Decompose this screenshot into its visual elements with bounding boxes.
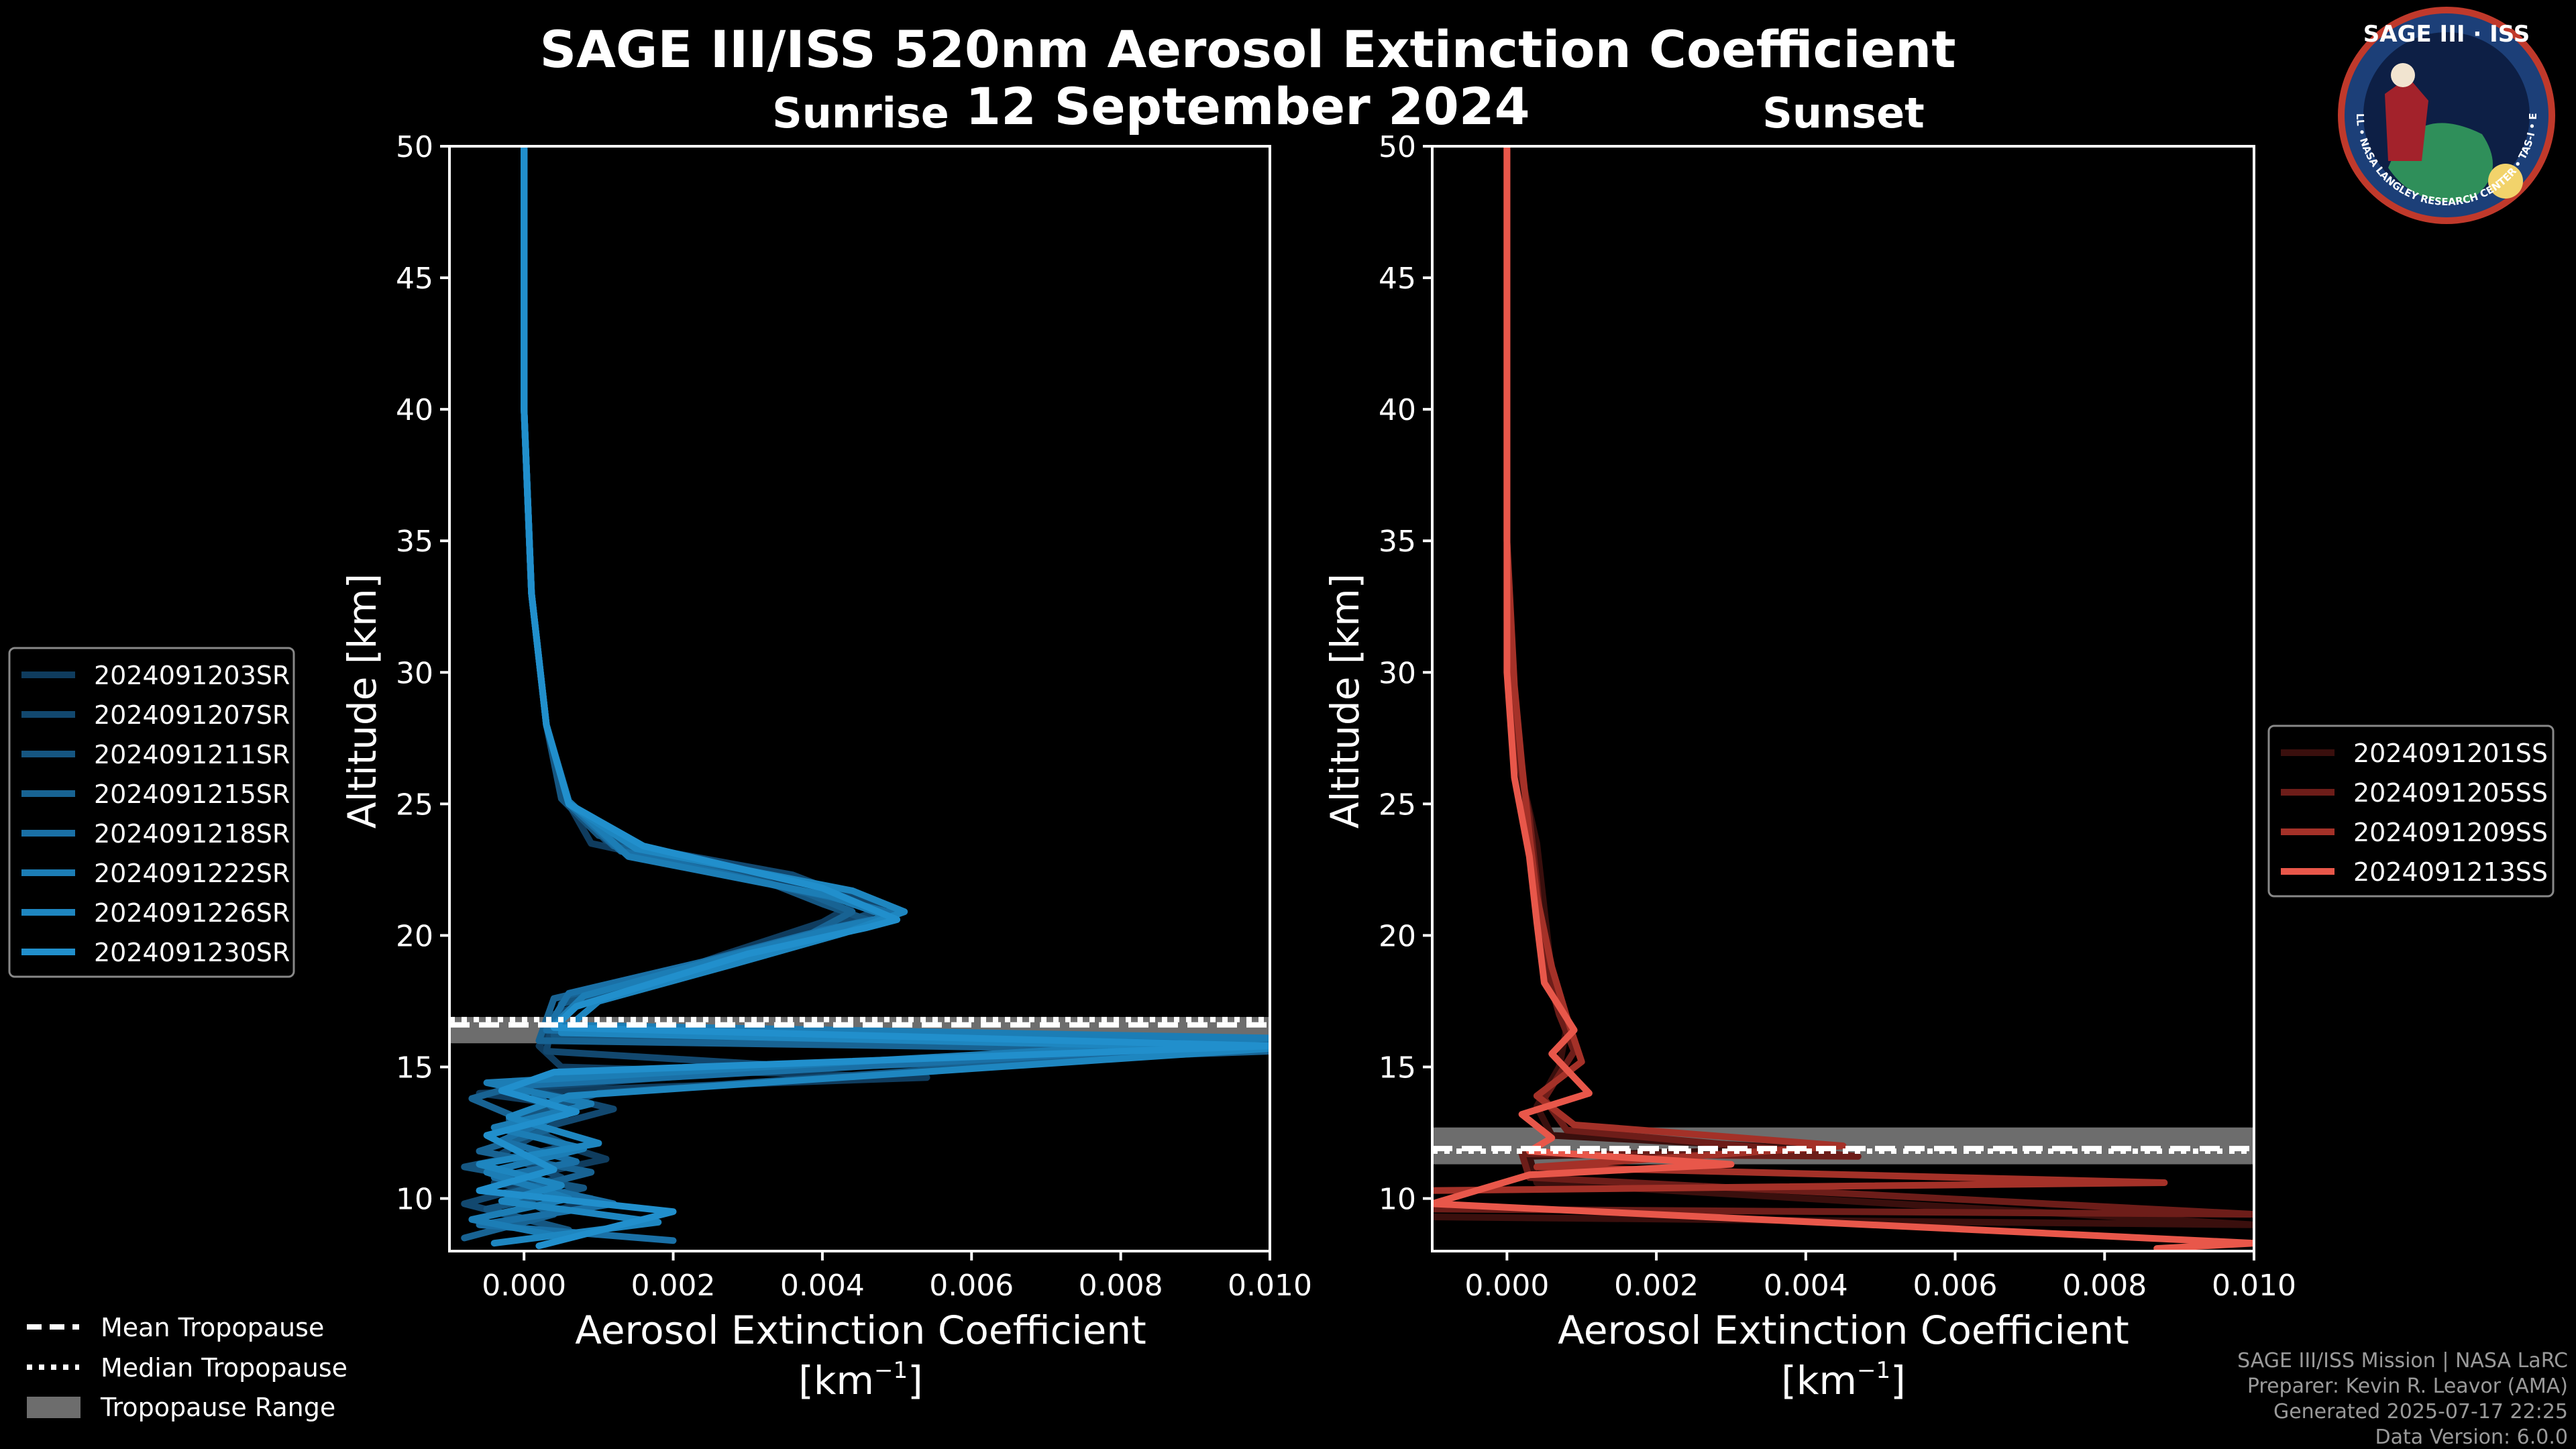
sunrise-xtick-label: 0.004 [780,1269,865,1303]
sunrise-xtick-label: 0.008 [1079,1269,1163,1303]
sunset-xtick-label: 0.006 [1913,1269,1998,1303]
logo-figure-icon [2385,77,2428,161]
figure-date: 12 September 2024 [965,76,1529,136]
sunset-ytick-label: 10 [1379,1183,1416,1217]
logo-sun-icon [2488,164,2523,199]
sunset-ytick-label: 30 [1379,656,1416,690]
legend-median-tropopause: Median Tropopause [101,1353,347,1383]
sunrise-xunit: [km−1] [798,1357,922,1403]
sunset-xlabel: Aerosol Extinction Coefficient [1558,1307,2129,1353]
sunrise-ytick-label: 10 [396,1183,433,1217]
sunset-xtick-label: 0.010 [2212,1269,2296,1303]
credit-generated: Generated 2025-07-17 22:25 [2273,1400,2568,1424]
sunset-xtick-label: 0.000 [1464,1269,1549,1303]
sunset-ylabel: Altitude [km] [1322,574,1368,828]
sunset-series-legend: 2024091201SS 2024091205SS 2024091209SS 2024… [2267,724,2555,898]
sunrise-ytick-label: 40 [396,393,433,427]
sunset-ytick-label: 25 [1379,788,1416,822]
sunrise-ytick-label: 35 [396,525,433,559]
sunrise-xtick-label: 0.002 [631,1269,716,1303]
sunset-ytick-label: 45 [1379,262,1416,296]
sunrise-ytick-label: 45 [396,262,433,296]
sunrise-ytick-label: 20 [396,919,433,953]
sunrise-legend-frame [8,647,295,978]
sunrise-ytick-label: 30 [396,656,433,690]
sunrise-xtick-label: 0.010 [1228,1269,1312,1303]
sunrise-legend-label: 2024091203SR [94,661,290,690]
sunrise-profile-2024091230SR [476,146,1270,1250]
sunrise-xlabel: Aerosol Extinction Coefficient [575,1307,1146,1353]
tropopause-legend: Mean Tropopause Median Tropopause Tropop… [27,1313,347,1422]
sunrise-title: Sunrise [772,89,949,138]
credit-preparer: Preparer: Kevin R. Leavor (AMA) [2247,1375,2568,1398]
sunrise-ytick-label: 50 [396,130,433,164]
sunrise-ytick-label: 15 [396,1051,433,1085]
legend-mean-tropopause: Mean Tropopause [101,1313,324,1342]
sunrise-series-legend: 2024091203SR 2024091207SR 2024091211SR 2024… [8,647,295,978]
sunset-plot-area [1432,146,2254,1251]
sunset-xtick-label: 0.002 [1614,1269,1699,1303]
sunset-legend-label: 2024091213SS [2353,857,2548,887]
sunrise-ylabel: Altitude [km] [339,574,385,828]
logo-title: SAGE III · ISS [2363,21,2530,48]
sunset-axes-frame [1431,145,2255,1252]
credit-data-version: Data Version: 6.0.0 [2375,1426,2568,1449]
sunset-ytick-label: 40 [1379,393,1416,427]
sunrise-ytick-label: 25 [396,788,433,822]
sunset-legend-label: 2024091209SS [2353,818,2548,847]
sunrise-legend-label: 2024091226SR [94,898,290,928]
sunset-panel: Sunset Altitude [km] Aerosol Extinction … [1322,89,2296,1403]
sunset-title: Sunset [1762,89,1925,138]
sunset-ytick-label: 50 [1379,130,1416,164]
sunset-xtick-label: 0.008 [2062,1269,2147,1303]
logo-head-icon [2391,63,2415,87]
sunrise-legend-label: 2024091218SR [94,819,290,849]
sunset-ytick-label: 15 [1379,1051,1416,1085]
sunset-xunit: [km−1] [1781,1357,1905,1403]
legend-tropopause-range: Tropopause Range [100,1393,335,1422]
sunrise-plot-area [449,146,1270,1250]
sunrise-legend-label: 2024091207SR [94,700,290,730]
sunrise-legend-label: 2024091211SR [94,740,290,769]
sunrise-xtick-label: 0.000 [482,1269,566,1303]
sunset-legend-frame [2267,724,2555,898]
sunrise-xtick-label: 0.006 [929,1269,1014,1303]
sunrise-legend-label: 2024091222SR [94,859,290,888]
sunrise-legend-label: 2024091215SR [94,780,290,809]
sunrise-legend-label: 2024091230SR [94,938,290,967]
sunset-ytick-label: 20 [1379,919,1416,953]
figure-title: SAGE III/ISS 520nm Aerosol Extinction Co… [539,19,1955,79]
sunrise-axes-frame [448,145,1271,1252]
tropopause-range-swatch [27,1397,80,1418]
credits: SAGE III/ISS Mission | NASA LaRC Prepare… [2237,1349,2568,1449]
sunset-legend-label: 2024091201SS [2353,739,2548,768]
sunset-xtick-label: 0.004 [1764,1269,1848,1303]
sunset-profile-2024091213SS [1432,146,2254,1251]
sunrise-panel: Sunrise Altitude [km] Aerosol Extinction… [339,89,1312,1403]
sunset-ytick-label: 35 [1379,525,1416,559]
sunset-legend-label: 2024091205SS [2353,778,2548,808]
credit-mission: SAGE III/ISS Mission | NASA LaRC [2237,1349,2568,1373]
